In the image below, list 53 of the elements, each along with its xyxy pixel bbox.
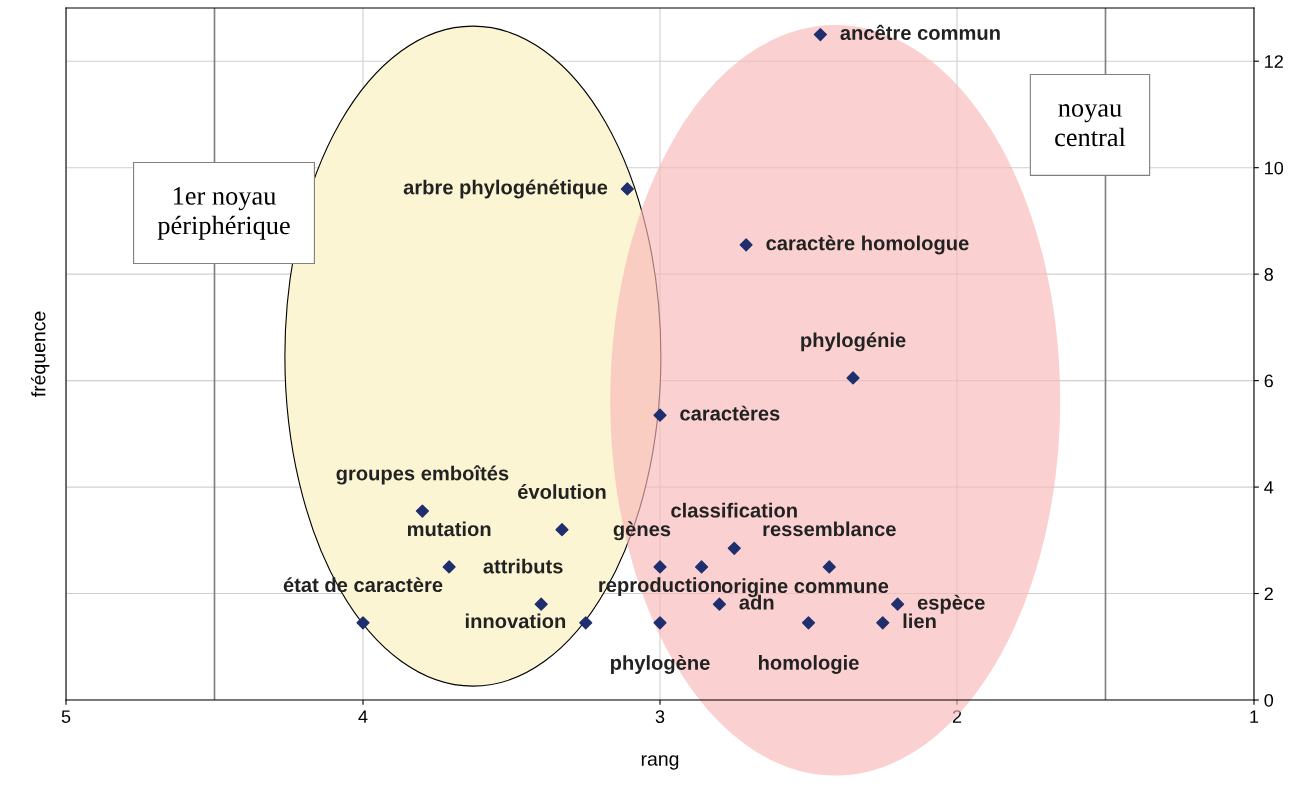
annotation: ressemblance [763, 521, 896, 537]
x-tick-label: 5 [61, 710, 71, 723]
point [579, 616, 593, 630]
annotation: caractères [680, 405, 780, 421]
point [822, 560, 836, 574]
annotation: 1er noyau périphérique [157, 187, 290, 240]
point [555, 523, 569, 537]
annotation: espèce [917, 594, 985, 614]
annotation: phylogène [610, 654, 710, 674]
point [356, 616, 370, 630]
annotation: lien [903, 613, 936, 629]
point [846, 371, 860, 385]
annotation: noyau central [1055, 104, 1126, 147]
y-tick-label: 0 [1264, 693, 1274, 707]
point [653, 408, 667, 422]
point [442, 560, 456, 574]
point [739, 238, 753, 252]
point [534, 597, 548, 611]
point [694, 560, 709, 574]
x-tick-label: 3 [655, 710, 665, 723]
x-tick-label: 4 [358, 710, 368, 723]
y-tick-label: 12 [1265, 55, 1283, 68]
y-tick-label: 6 [1264, 374, 1273, 388]
point [813, 28, 827, 42]
y-axis-title: fréquence [30, 311, 50, 397]
point [620, 182, 634, 196]
annotation: groupes emboîtés [336, 465, 509, 485]
point [712, 597, 726, 611]
x-axis-title: rang [641, 755, 679, 770]
x-tick-label: 2 [952, 710, 962, 723]
annotation: classification [671, 502, 797, 518]
annotation: ancêtre commun [840, 24, 1000, 41]
annotation: arbre phylogénétique [403, 179, 608, 199]
annotation: gènes [613, 521, 671, 541]
x-tick-label: 1 [1250, 710, 1259, 723]
annotation: phylogénie [801, 332, 906, 352]
annotation: mutation [407, 521, 491, 537]
annotation: innovation [465, 613, 566, 629]
annotation: caractère homologue [766, 235, 969, 255]
annotation: homologie [759, 655, 859, 674]
point [653, 560, 667, 574]
y-tick-label: 10 [1265, 161, 1284, 175]
point [876, 616, 890, 630]
y-tick-label: 8 [1264, 268, 1273, 281]
point [727, 541, 741, 555]
point [653, 616, 667, 630]
annotation: évolution [518, 483, 606, 499]
y-tick-label: 2 [1264, 587, 1273, 601]
annotation: attributs [483, 558, 563, 574]
point [801, 616, 816, 630]
y-tick-label: 4 [1264, 481, 1274, 494]
point [891, 597, 905, 611]
point [415, 504, 429, 518]
